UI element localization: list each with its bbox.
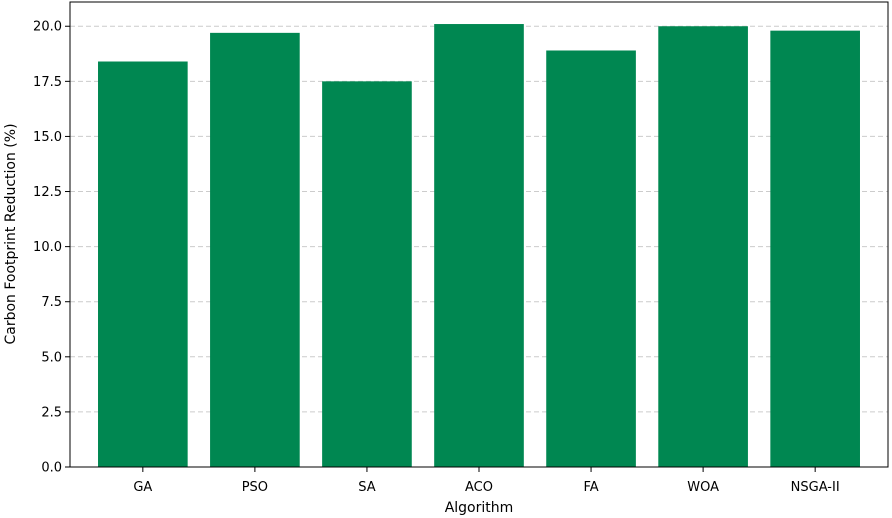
- x-tick-label: FA: [583, 480, 598, 495]
- y-tick-label: 5.0: [41, 350, 62, 365]
- x-tick-label: WOA: [687, 480, 719, 495]
- bar-woa: [658, 26, 748, 468]
- bar-fa: [546, 50, 636, 468]
- y-tick-label: 10.0: [33, 240, 62, 255]
- bar-aco: [434, 24, 524, 468]
- y-tick-label: 0.0: [41, 461, 62, 476]
- y-tick-label: 15.0: [33, 130, 62, 145]
- x-tick-label: ACO: [465, 480, 493, 495]
- y-tick-label: 17.5: [33, 75, 62, 90]
- x-tick-label: NSGA-II: [791, 480, 840, 495]
- y-axis-title: Carbon Footprint Reduction (%): [3, 123, 19, 344]
- y-tick-label: 12.5: [33, 185, 62, 200]
- y-tick-label: 20.0: [33, 20, 62, 35]
- x-axis-title: Algorithm: [445, 500, 514, 516]
- y-tick-label: 7.5: [41, 295, 62, 310]
- y-axis-ticks: 0.0 2.5 5.0 7.5 10.0 12.5 15.0 17.5 20.0: [33, 20, 70, 476]
- x-axis-ticks: GA PSO SA ACO FA WOA NSGA-II: [133, 467, 840, 495]
- y-tick-label: 2.5: [41, 405, 62, 420]
- plot-frame: [69, 1, 889, 468]
- x-tick-label: SA: [358, 480, 375, 495]
- bar-pso: [210, 32, 300, 467]
- bar-sa: [322, 81, 412, 468]
- bar-nsga-ii: [770, 30, 860, 467]
- bar-ga: [98, 61, 188, 467]
- x-tick-label: GA: [133, 480, 152, 495]
- bars: [98, 24, 860, 468]
- x-tick-label: PSO: [242, 480, 268, 495]
